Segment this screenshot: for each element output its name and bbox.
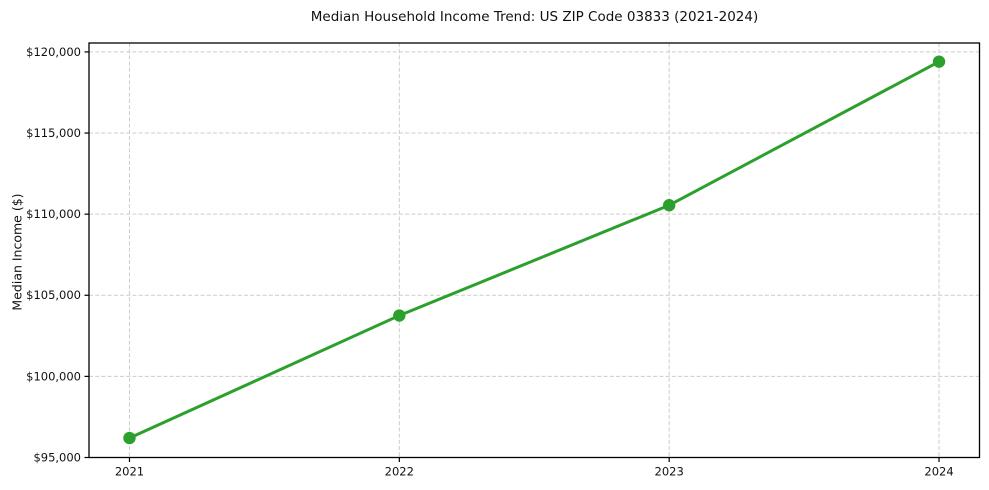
y-tick-label: $100,000 [26, 369, 81, 383]
y-tick-label: $115,000 [26, 126, 81, 140]
y-tick-label: $110,000 [26, 207, 81, 221]
data-point-2022 [393, 309, 406, 322]
plot-frame [88, 42, 981, 459]
x-tick-label: 2023 [655, 465, 684, 479]
income-trend-line [127, 60, 941, 440]
x-tick-label: 2022 [385, 465, 414, 479]
y-tick-label: $105,000 [26, 288, 81, 302]
data-point-2021 [123, 431, 136, 445]
y-tick-label: $95,000 [33, 450, 81, 464]
data-point-2023 [662, 199, 676, 212]
y-tick-label: $120,000 [26, 45, 81, 59]
chart-title: Median Household Income Trend: US ZIP Co… [310, 9, 759, 25]
x-tick-label: 2021 [115, 465, 144, 479]
data-point-2024 [932, 55, 946, 68]
x-tick-label: 2024 [924, 465, 953, 479]
